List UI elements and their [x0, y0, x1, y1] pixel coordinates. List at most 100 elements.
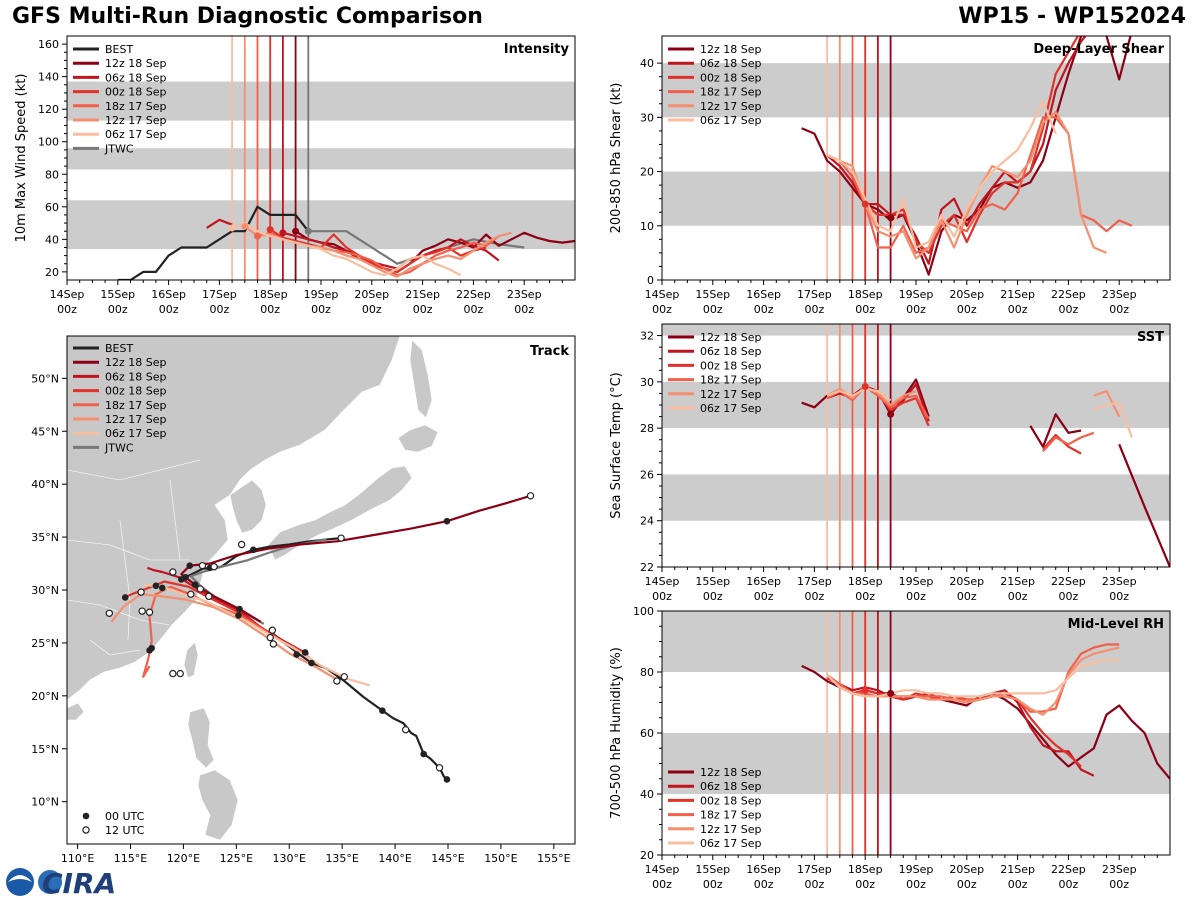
- track-point-00utc: [191, 581, 199, 589]
- track-point-00utc: [379, 707, 386, 714]
- rh-ytick-label: 40: [640, 788, 654, 801]
- rh-xtick-day: 18Sep: [848, 863, 883, 876]
- intensity-legend-label: BEST: [105, 43, 133, 56]
- intensity-init-marker: [228, 224, 236, 232]
- intensity-series-line: [117, 205, 310, 280]
- track-point-12utc: [187, 590, 195, 598]
- sst-series-line: [1093, 390, 1121, 418]
- rh-xtick-day: 15Sep: [695, 863, 730, 876]
- cira-logo-globe: [38, 870, 62, 894]
- rh-xtick-hour: 00z: [754, 878, 774, 891]
- rh-ytick-label: 80: [640, 666, 654, 679]
- rh-xtick-hour: 00z: [703, 878, 723, 891]
- shear-init-marker: [887, 214, 895, 222]
- sst-xtick-day: 23Sep: [1102, 575, 1137, 588]
- shear-legend-label: 12z 18 Sep: [700, 43, 762, 56]
- track-legend-label: BEST: [105, 342, 133, 355]
- track-point-00utc: [186, 562, 194, 569]
- intensity-xtick-hour: 00z: [311, 303, 331, 316]
- track-xtick-label: 125°E: [220, 852, 253, 865]
- track-point-12utc: [435, 764, 444, 772]
- intensity-title: Intensity: [504, 42, 570, 57]
- sst-xtick-hour: 00z: [957, 590, 977, 603]
- track-xtick-label: 110°E: [61, 852, 94, 865]
- rh-legend-label: 06z 18 Sep: [700, 780, 762, 793]
- intensity-legend-label: 18z 17 Sep: [105, 100, 167, 113]
- track-legend-label: 12z 17 Sep: [105, 413, 167, 426]
- track-point-12utc: [205, 592, 213, 601]
- rh-band: [662, 611, 1170, 672]
- rh-init-marker: [887, 689, 895, 697]
- rh-ytick-label: 100: [633, 605, 654, 618]
- intensity-series-line: [231, 222, 462, 277]
- track-line: [143, 583, 371, 687]
- track-legend-label: 18z 17 Sep: [105, 399, 167, 412]
- rh-panel: 20 40 60 80 100 14Sep 00z 15Sep 00z 16Sep 00z 17Sep…: [609, 605, 1171, 891]
- track-legend-12utc-marker: [82, 826, 90, 834]
- rh-xtick-day: 14Sep: [645, 863, 680, 876]
- rh-xtick-hour: 00z: [957, 878, 977, 891]
- sst-xtick-hour: 00z: [1059, 590, 1079, 603]
- intensity-band: [67, 148, 575, 170]
- intensity-ytick-label: 80: [45, 168, 59, 181]
- shear-plot-area: [662, 36, 1170, 280]
- sst-legend-label: 12z 17 Sep: [700, 388, 762, 401]
- rh-ytick-label: 60: [640, 727, 654, 740]
- rh-init-marker: [861, 686, 869, 694]
- sst-legend-label: 12z 18 Sep: [700, 331, 762, 344]
- track-point-00utc: [178, 576, 185, 583]
- intensity-legend-label: 06z 17 Sep: [105, 128, 167, 141]
- shear-xtick-day: 20Sep: [949, 288, 984, 301]
- track-point-12utc: [210, 563, 218, 571]
- track-xtick-label: 115°E: [114, 852, 147, 865]
- shear-series-line: [826, 99, 1057, 249]
- rh-band: [662, 733, 1170, 794]
- rh-xtick-hour: 00z: [652, 878, 672, 891]
- intensity-init-marker: [292, 227, 300, 235]
- track-panel: 110°E 115°E 120°E 125°E 130°E 135°E 140°E 145°E…: [31, 335, 576, 865]
- sst-series-line: [1118, 443, 1170, 567]
- intensity-ytick-label: 60: [45, 201, 59, 214]
- track-ytick-label: 25°N: [31, 637, 59, 650]
- sst-xtick-day: 14Sep: [645, 575, 680, 588]
- intensity-xtick-day: 19Sep: [304, 288, 339, 301]
- sst-init-marker: [887, 410, 895, 418]
- shear-band: [662, 63, 1170, 118]
- track-point-00utc: [420, 750, 427, 758]
- philippines-south: [197, 769, 239, 841]
- rh-xtick-hour: 00z: [1109, 878, 1129, 891]
- track-ytick-label: 20°N: [31, 690, 59, 703]
- track-ytick-label: 15°N: [31, 743, 59, 756]
- track-legend-label: 06z 17 Sep: [105, 427, 167, 440]
- sst-xtick-day: 15Sep: [695, 575, 730, 588]
- sst-ytick-label: 30: [640, 376, 654, 389]
- intensity-series-line: [269, 228, 487, 273]
- intensity-ylabel: 10m Max Wind Speed (kt): [14, 74, 29, 243]
- track-ytick-label: 50°N: [31, 372, 59, 385]
- track-point-00utc: [121, 594, 129, 601]
- rh-xtick-hour: 00z: [855, 878, 875, 891]
- sst-xtick-day: 22Sep: [1051, 575, 1086, 588]
- sst-xtick-hour: 00z: [754, 590, 774, 603]
- track-xtick-label: 120°E: [167, 852, 200, 865]
- rh-legend-label: 12z 17 Sep: [700, 823, 762, 836]
- track-point-12utc: [169, 669, 177, 678]
- philippines-luzon: [187, 707, 215, 769]
- intensity-xtick-day: 22Sep: [456, 288, 491, 301]
- intensity-init-marker: [304, 227, 312, 235]
- intensity-panel: 20 40 60 80 100 120 140 160 14Sep 00z 15Sep 00z 16Se…: [14, 35, 576, 316]
- sst-series-line: [826, 385, 930, 420]
- track-point-12utc: [138, 607, 146, 615]
- intensity-legend-label: 00z 18 Sep: [105, 86, 167, 99]
- track-ytick-label: 10°N: [31, 796, 59, 809]
- sst-xtick-hour: 00z: [906, 590, 926, 603]
- sst-ytick-label: 32: [640, 330, 654, 343]
- intensity-series-line: [282, 231, 500, 270]
- track-ytick-label: 40°N: [31, 478, 59, 491]
- track-title: Track: [530, 344, 569, 359]
- track-xtick-label: 135°E: [325, 852, 358, 865]
- track-legend-00utc-label: 00 UTC: [105, 810, 145, 823]
- sst-series-line: [1029, 413, 1082, 448]
- intensity-ytick-label: 100: [38, 136, 59, 149]
